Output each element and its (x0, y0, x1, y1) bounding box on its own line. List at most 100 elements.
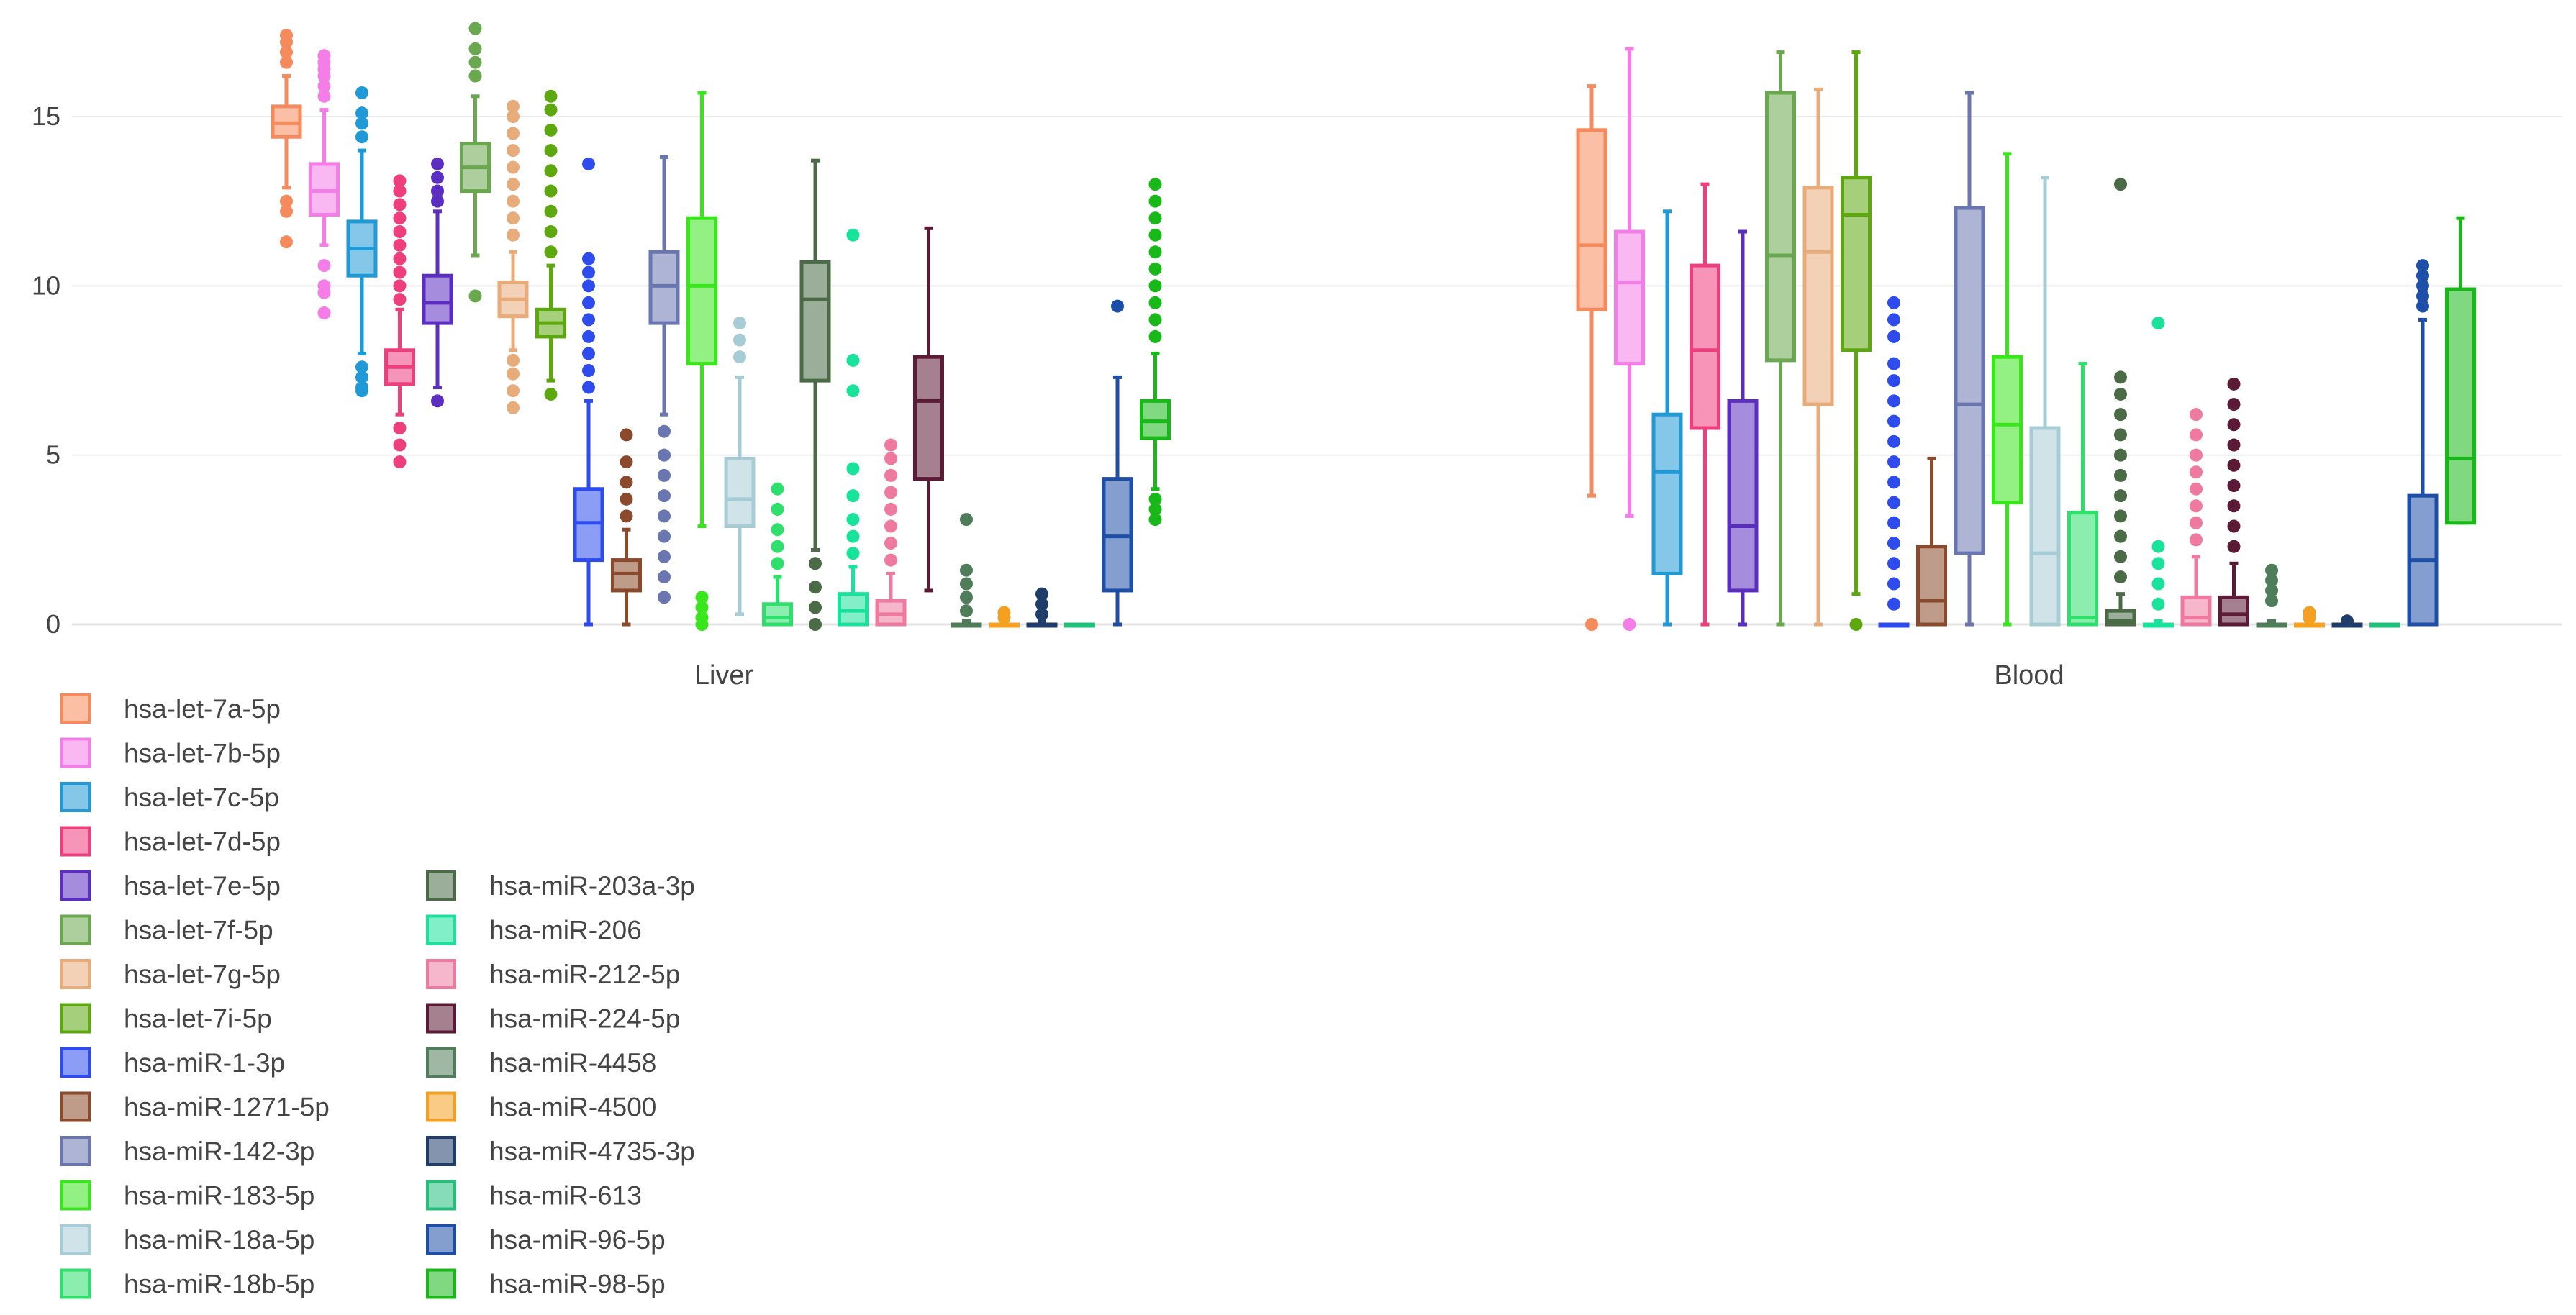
legend-item-hsa-miR-1-3p[interactable]: hsa-miR-1-3p (60, 1047, 285, 1078)
box-liver-hsa-miR-183-5p[interactable] (686, 91, 717, 631)
box-liver-hsa-miR-142-3p[interactable] (648, 155, 680, 604)
box-blood-hsa-miR-4458[interactable] (2256, 563, 2287, 628)
box-blood-hsa-miR-613[interactable] (2369, 622, 2400, 628)
box-liver-hsa-miR-203a-3p[interactable] (799, 158, 831, 631)
box-liver-hsa-miR-1271-5p[interactable] (611, 428, 642, 627)
legend-item-hsa-miR-206[interactable]: hsa-miR-206 (426, 914, 642, 945)
legend-item-hsa-let-7c-5p[interactable]: hsa-let-7c-5p (60, 782, 279, 812)
box-blood-hsa-miR-96-5p[interactable] (2407, 259, 2439, 627)
box-iqr (2029, 426, 2061, 627)
legend-item-hsa-miR-4735-3p[interactable]: hsa-miR-4735-3p (426, 1136, 695, 1166)
legend-item-hsa-miR-4500[interactable]: hsa-miR-4500 (426, 1091, 656, 1122)
box-liver-hsa-miR-4735-3p[interactable] (1026, 587, 1058, 628)
legend-item-hsa-miR-4458[interactable]: hsa-miR-4458 (426, 1047, 656, 1078)
legend-item-hsa-miR-613[interactable]: hsa-miR-613 (426, 1180, 642, 1211)
legend-item-hsa-let-7d-5p[interactable]: hsa-let-7d-5p (60, 826, 281, 857)
box-blood-hsa-let-7g-5p[interactable] (1802, 87, 1834, 627)
outlier-point (1148, 245, 1162, 259)
box-liver-hsa-let-7b-5p[interactable] (309, 49, 340, 319)
outlier-point (1887, 455, 1900, 469)
outlier-point (2190, 482, 2203, 496)
box-liver-hsa-miR-1-3p[interactable] (573, 157, 604, 627)
box-liver-hsa-miR-613[interactable] (1064, 622, 1095, 628)
box-blood-hsa-miR-224-5p[interactable] (2218, 377, 2249, 627)
box-liver-hsa-miR-4458[interactable] (951, 513, 982, 628)
outlier-point (544, 184, 558, 198)
box-liver-hsa-miR-18a-5p[interactable] (724, 317, 756, 616)
box-blood-hsa-let-7f-5p[interactable] (1765, 50, 1796, 627)
box-liver-hsa-miR-4500[interactable] (989, 606, 1020, 628)
box-blood-hsa-miR-212-5p[interactable] (2180, 408, 2212, 627)
outlier-point (1887, 313, 1900, 327)
outlier-point (2190, 428, 2203, 442)
outlier-point (620, 428, 633, 442)
box-blood-hsa-let-7a-5p[interactable] (1576, 84, 1607, 631)
box-blood-hsa-miR-206[interactable] (2143, 317, 2174, 628)
outlier-point (2265, 583, 2278, 597)
box-blood-hsa-let-7c-5p[interactable] (1651, 209, 1683, 627)
outlier-point (2114, 550, 2127, 563)
outlier-point (280, 194, 293, 208)
box-liver-hsa-let-7e-5p[interactable] (422, 157, 453, 408)
outlier-point (582, 381, 595, 394)
box-blood-hsa-miR-203a-3p[interactable] (2105, 178, 2136, 627)
box-liver-hsa-let-7g-5p[interactable] (497, 99, 529, 414)
box-blood-hsa-miR-183-5p[interactable] (1992, 152, 2023, 627)
legend-item-hsa-miR-183-5p[interactable]: hsa-miR-183-5p (60, 1180, 314, 1211)
outlier-point (544, 89, 558, 103)
box-blood-hsa-let-7i-5p[interactable] (1841, 50, 1872, 631)
legend-swatch (426, 870, 456, 901)
box-liver-hsa-let-7f-5p[interactable] (460, 22, 491, 303)
box-liver-hsa-let-7a-5p[interactable] (271, 29, 302, 249)
outlier-point (431, 394, 444, 408)
outlier-point (2114, 468, 2127, 482)
legend-item-hsa-miR-98-5p[interactable]: hsa-miR-98-5p (426, 1268, 666, 1299)
legend-item-hsa-let-7e-5p[interactable]: hsa-let-7e-5p (60, 870, 281, 901)
legend-label: hsa-let-7b-5p (124, 739, 281, 768)
box-liver-hsa-miR-98-5p[interactable] (1140, 178, 1171, 527)
legend-item-hsa-let-7a-5p[interactable]: hsa-let-7a-5p (60, 693, 281, 724)
legend-item-hsa-let-7i-5p[interactable]: hsa-let-7i-5p (60, 1003, 272, 1034)
legend-item-hsa-let-7f-5p[interactable]: hsa-let-7f-5p (60, 914, 273, 945)
outlier-point (280, 55, 293, 69)
legend-item-hsa-miR-18b-5p[interactable]: hsa-miR-18b-5p (60, 1268, 314, 1299)
legend-item-hsa-let-7b-5p[interactable]: hsa-let-7b-5p (60, 737, 281, 768)
box-liver-hsa-miR-18b-5p[interactable] (762, 482, 793, 627)
box-blood-hsa-let-7d-5p[interactable] (1690, 182, 1720, 627)
box-liver-hsa-miR-206[interactable] (838, 228, 869, 627)
box-blood-hsa-miR-4735-3p[interactable] (2331, 614, 2363, 628)
box-liver-hsa-let-7c-5p[interactable] (346, 86, 378, 398)
box-blood-hsa-miR-1-3p[interactable] (1878, 296, 1910, 628)
box-blood-hsa-miR-18b-5p[interactable] (2067, 362, 2098, 627)
legend-item-hsa-miR-96-5p[interactable]: hsa-miR-96-5p (426, 1224, 666, 1255)
box-liver-hsa-miR-224-5p[interactable] (913, 226, 944, 593)
legend-item-hsa-miR-212-5p[interactable]: hsa-miR-212-5p (426, 959, 680, 989)
box-liver-hsa-let-7i-5p[interactable] (535, 89, 566, 401)
box-iqr (1651, 412, 1683, 575)
box-liver-hsa-let-7d-5p[interactable] (384, 174, 415, 469)
legend-item-hsa-let-7g-5p[interactable]: hsa-let-7g-5p (60, 959, 281, 989)
box-liver-hsa-miR-96-5p[interactable] (1102, 299, 1133, 627)
legend-item-hsa-miR-18a-5p[interactable]: hsa-miR-18a-5p (60, 1224, 314, 1255)
legend-item-hsa-miR-224-5p[interactable]: hsa-miR-224-5p (426, 1003, 680, 1034)
box-liver-hsa-miR-212-5p[interactable] (875, 438, 907, 627)
box-iqr (799, 260, 831, 383)
outlier-point (1148, 194, 1162, 208)
box-blood-hsa-miR-142-3p[interactable] (1954, 91, 1985, 627)
legend-swatch (60, 826, 91, 857)
legend-label: hsa-let-7i-5p (124, 1004, 272, 1034)
box-blood-hsa-miR-18a-5p[interactable] (2029, 176, 2061, 627)
legend-item-hsa-miR-203a-3p[interactable]: hsa-miR-203a-3p (426, 870, 695, 901)
outlier-point (1035, 607, 1048, 621)
box-blood-hsa-let-7b-5p[interactable] (1614, 47, 1645, 631)
outlier-point (884, 438, 897, 452)
box-blood-hsa-let-7e-5p[interactable] (1727, 229, 1759, 627)
outlier-point (809, 581, 822, 594)
outlier-point (582, 329, 595, 343)
box-iqr (1614, 229, 1645, 366)
box-blood-hsa-miR-1271-5p[interactable] (1916, 456, 1947, 627)
legend-item-hsa-miR-1271-5p[interactable]: hsa-miR-1271-5p (60, 1091, 330, 1122)
legend-item-hsa-miR-142-3p[interactable]: hsa-miR-142-3p (60, 1136, 314, 1166)
box-blood-hsa-miR-98-5p[interactable] (2445, 216, 2476, 525)
box-blood-hsa-miR-4500[interactable] (2294, 606, 2325, 628)
